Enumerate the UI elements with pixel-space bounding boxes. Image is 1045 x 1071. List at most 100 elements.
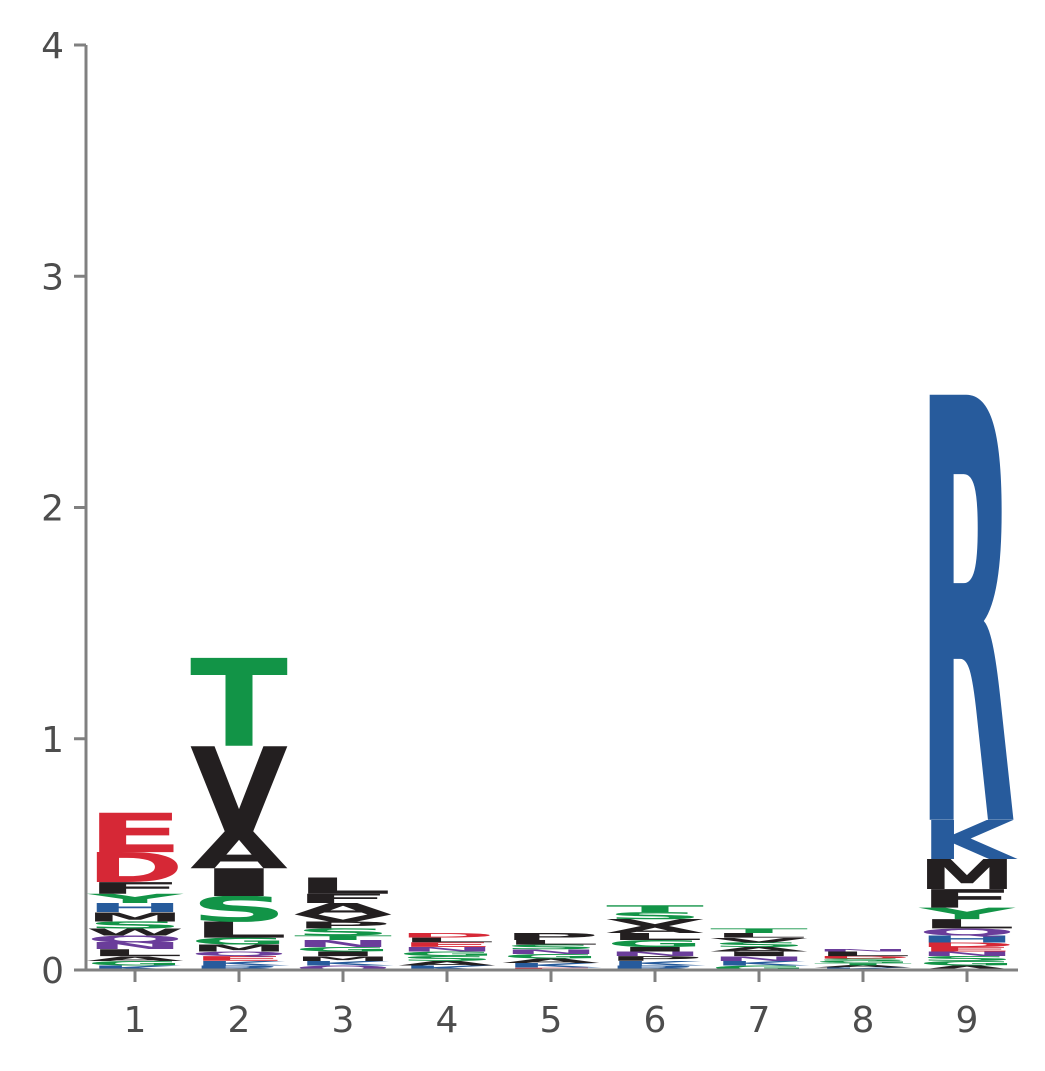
logo-letter-w: W bbox=[86, 926, 184, 937]
logo-letter-a: A bbox=[86, 955, 184, 962]
x-tick-label: 6 bbox=[644, 1000, 667, 1041]
logo-letter-q: Q bbox=[294, 964, 392, 971]
logo-letter-i: I bbox=[606, 946, 704, 953]
logo-letter-k: K bbox=[504, 962, 601, 969]
logo-letter-d: D bbox=[86, 844, 184, 892]
logo-letter-p: P bbox=[606, 955, 704, 962]
logo-letter-a: A bbox=[294, 900, 392, 918]
logo-letter-n: N bbox=[86, 940, 184, 951]
logo-letter-f: F bbox=[294, 891, 392, 906]
logo-letter-t: T bbox=[710, 927, 808, 934]
logo-letter-m: M bbox=[294, 955, 392, 962]
logo-letter-r: R bbox=[190, 964, 288, 971]
logo-letter-s: S bbox=[814, 958, 912, 962]
logo-letter-a: A bbox=[398, 960, 496, 967]
logo-letter-a: A bbox=[502, 957, 600, 964]
y-tick-label: 0 bbox=[41, 951, 64, 992]
logo-letter-t: T bbox=[606, 904, 704, 915]
logo-letter-k: K bbox=[192, 960, 289, 967]
logo-letter-a: A bbox=[710, 946, 808, 953]
logo-letter-g: G bbox=[398, 950, 496, 957]
logo-letter-g: G bbox=[710, 964, 808, 971]
logo-letter-g: G bbox=[606, 938, 704, 949]
logo-letter-e: E bbox=[190, 955, 288, 962]
logo-letter-m: M bbox=[918, 851, 1016, 899]
logo-letter-y: Y bbox=[918, 904, 1016, 922]
logo-letter-h: H bbox=[918, 933, 1016, 944]
logo-letter-g: G bbox=[190, 936, 288, 947]
logo-letter-v: V bbox=[710, 936, 808, 943]
logo-letter-k: K bbox=[400, 964, 497, 971]
logo-letter-f: F bbox=[86, 879, 184, 897]
x-tick-label: 1 bbox=[124, 1000, 147, 1041]
logo-letter-t: T bbox=[294, 934, 392, 941]
x-tick-label: 8 bbox=[852, 1000, 875, 1041]
y-tick-label: 4 bbox=[41, 26, 64, 67]
logo-letter-f: F bbox=[918, 884, 1016, 914]
logo-letter-l: L bbox=[918, 917, 1016, 932]
logo-letter-g: G bbox=[86, 960, 184, 967]
x-tick-label: 2 bbox=[228, 1000, 251, 1041]
logo-letter-l: L bbox=[606, 931, 704, 942]
logo-letter-s: S bbox=[86, 920, 184, 931]
logo-letter-g: G bbox=[918, 960, 1016, 967]
logo-letter-l: L bbox=[398, 936, 496, 943]
logo-stacks: KGALNQWSMHYFDERKEQMGLSIAVTQKMIGNTSPVAFLK… bbox=[86, 279, 1018, 971]
logo-letter-g: G bbox=[294, 946, 392, 953]
logo-letter-n: N bbox=[502, 948, 600, 955]
logo-letter-e: E bbox=[86, 802, 184, 865]
logo-letter-d: D bbox=[398, 932, 496, 939]
logo-letter-h: H bbox=[86, 900, 184, 915]
logo-letter-a: A bbox=[190, 821, 288, 880]
logo-letter-q: Q bbox=[190, 950, 288, 957]
logo-letter-k: K bbox=[920, 810, 1018, 873]
x-tick-label: 3 bbox=[332, 1000, 355, 1041]
logo-letter-s: S bbox=[294, 926, 392, 937]
logo-letter-e: E bbox=[918, 946, 1016, 953]
logo-letter-l: L bbox=[86, 947, 184, 958]
logo-letter-n: N bbox=[918, 950, 1016, 957]
logo-letter-s: S bbox=[398, 955, 496, 962]
logo-letter-s: S bbox=[190, 890, 288, 930]
stack-position-5: EKAGNSLP bbox=[502, 931, 602, 971]
logo-letter-i: I bbox=[294, 950, 392, 957]
x-tick-label: 4 bbox=[436, 1000, 459, 1041]
logo-letter-p: P bbox=[294, 920, 392, 931]
logo-letter-n: N bbox=[814, 949, 912, 953]
logo-letter-k: K bbox=[88, 964, 185, 971]
logo-letter-a: A bbox=[606, 924, 705, 935]
logo-letter-r: R bbox=[606, 964, 704, 971]
logo-letter-r: R bbox=[918, 279, 1016, 957]
logo-letter-i: I bbox=[190, 861, 288, 905]
logo-letter-s: S bbox=[710, 941, 808, 948]
logo-letter-k: K bbox=[296, 960, 393, 967]
x-tick-label: 9 bbox=[956, 1000, 979, 1041]
logo-letter-v: V bbox=[190, 723, 288, 859]
logo-letter-l: L bbox=[710, 932, 808, 939]
logo-letter-m: M bbox=[190, 943, 288, 954]
y-tick-label: 3 bbox=[41, 257, 64, 298]
logo-letter-p: P bbox=[502, 931, 600, 942]
logo-letter-t: T bbox=[190, 635, 288, 775]
y-tick-label: 1 bbox=[41, 720, 64, 761]
logo-letter-l: L bbox=[190, 917, 288, 943]
logo-letter-g: G bbox=[502, 953, 600, 960]
x-axis: 1 2 3 4 5 6 7 8 9 bbox=[86, 968, 1018, 1041]
logo-letter-k: K bbox=[712, 960, 809, 967]
y-tick-label: 2 bbox=[41, 489, 64, 530]
logo-letter-n: N bbox=[294, 938, 392, 949]
logo-letter-q: Q bbox=[918, 927, 1016, 938]
y-axis: 0 1 2 3 4 bbox=[41, 26, 88, 992]
logo-letter-d: D bbox=[814, 955, 912, 959]
logo-letter-n: N bbox=[606, 950, 704, 957]
logo-letter-l: L bbox=[502, 939, 600, 946]
logo-letter-n: N bbox=[398, 946, 496, 953]
logo-letter-g: G bbox=[814, 960, 912, 964]
